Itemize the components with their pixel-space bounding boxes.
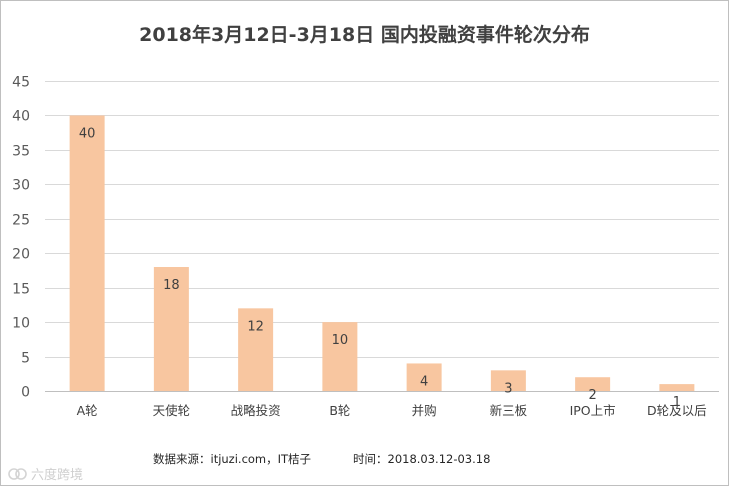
bar: [659, 384, 695, 391]
data-label: 40: [79, 126, 96, 141]
category-label: 并购: [412, 403, 437, 418]
y-tick-label: 20: [12, 247, 30, 263]
data-label: 1: [673, 395, 681, 410]
y-tick-label: 45: [12, 75, 30, 91]
bar: [490, 370, 526, 391]
y-tick-label: 30: [12, 178, 30, 194]
brand-logo-icon: [8, 467, 28, 481]
category-label: B轮: [329, 403, 350, 418]
watermark: 六度跨境: [8, 464, 83, 483]
bar: [238, 308, 274, 391]
category-label: 战略投资: [231, 403, 281, 418]
category-label: IPO上市: [570, 403, 616, 418]
data-label: 12: [247, 319, 264, 334]
y-tick-label: 25: [12, 213, 30, 229]
bar-chart: 0 5 10 15 20 25 30 35 40 45 40 18 12 10 4 3 2 1 A轮 天使轮 战略投…: [12, 75, 719, 418]
bars: 40 18 12 10 4 3 2 1: [69, 115, 695, 410]
category-label: A轮: [77, 403, 98, 418]
y-tick-label: 40: [12, 109, 30, 125]
x-axis-labels: A轮 天使轮 战略投资 B轮 并购 新三板 IPO上市 D轮及以后: [77, 403, 707, 418]
data-source-note: 数据来源：itjuzi.com，IT桔子: [153, 452, 312, 466]
y-axis-ticks: 0 5 10 15 20 25 30 35 40 45: [12, 75, 30, 401]
gridlines: [45, 81, 719, 392]
watermark-text: 六度跨境: [31, 468, 84, 483]
data-label: 3: [504, 381, 512, 396]
chart-title: 2018年3月12日-3月18日 国内投融资事件轮次分布: [139, 24, 590, 46]
category-label: 新三板: [490, 403, 528, 418]
bar: [153, 267, 189, 391]
y-tick-label: 10: [12, 316, 30, 332]
time-range-note: 时间：2018.03.12-03.18: [353, 452, 491, 466]
data-label: 4: [420, 374, 428, 389]
bar: [575, 377, 611, 391]
data-label: 18: [163, 278, 180, 293]
y-tick-label: 15: [12, 282, 30, 298]
y-tick-label: 35: [12, 144, 30, 160]
data-label: 10: [332, 333, 349, 348]
y-tick-label: 5: [21, 351, 30, 367]
y-tick-label: 0: [21, 385, 30, 401]
data-label: 2: [588, 388, 596, 403]
category-label: 天使轮: [153, 403, 191, 418]
bar: [69, 115, 105, 391]
bar: [322, 322, 358, 391]
bar: [406, 363, 442, 391]
category-label: D轮及以后: [647, 403, 707, 418]
